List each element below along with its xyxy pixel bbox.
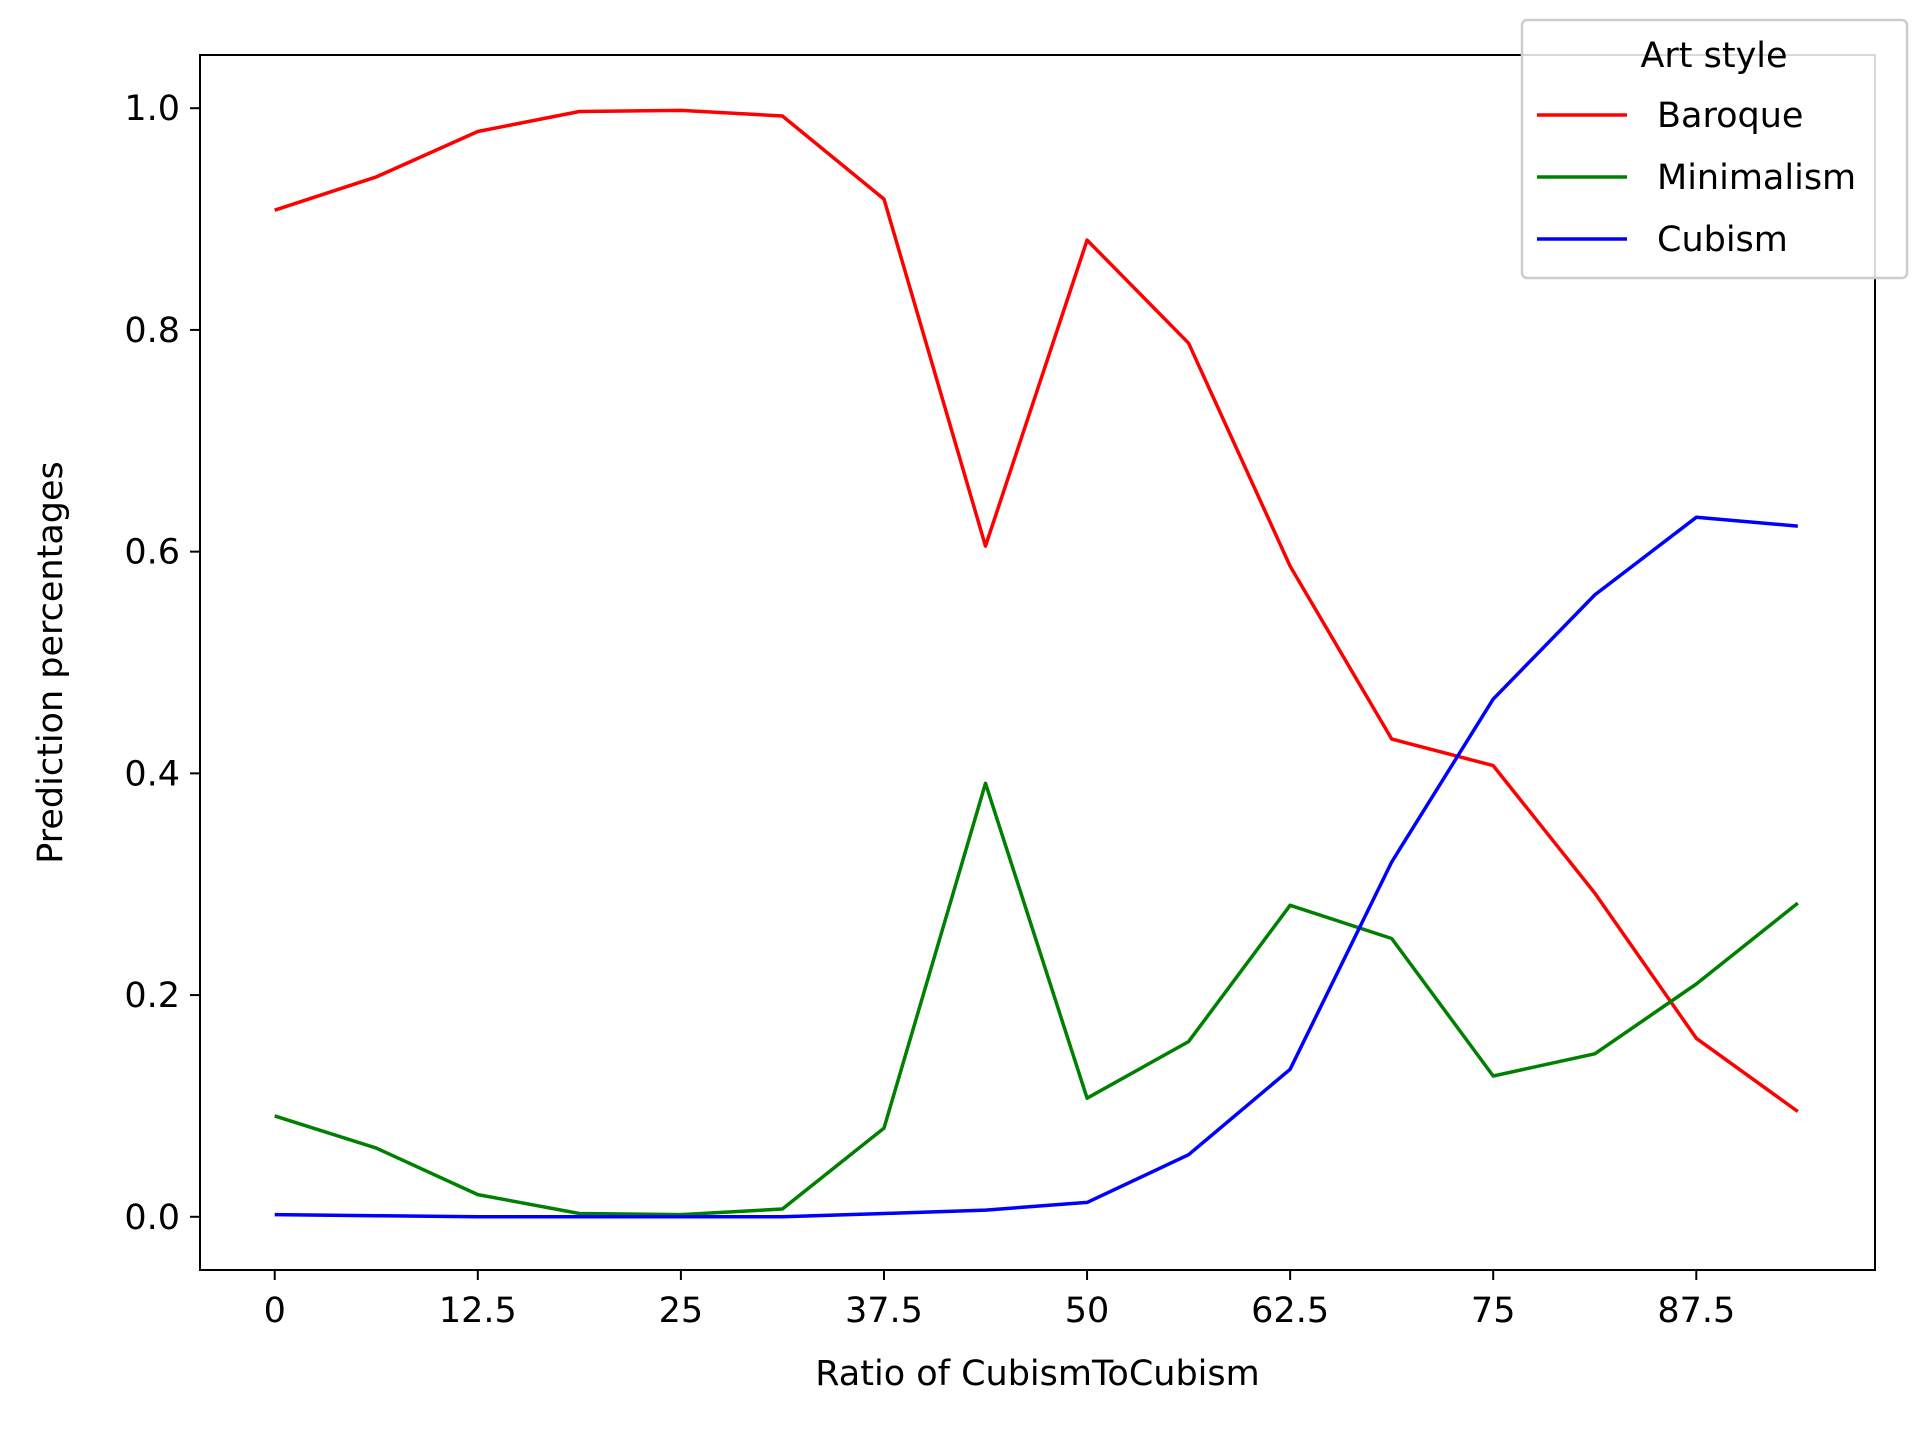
series-line-baroque <box>274 108 1799 1113</box>
x-tick-label: 12.5 <box>439 1291 517 1331</box>
legend-label-minimalism: Minimalism <box>1657 158 1856 198</box>
axes-layer: 0 12.5 25 37.5 50 62.5 75 87.5 0.0 0.2 0.4 0.6 0.8 1.… <box>124 54 1876 1331</box>
plot-frame <box>199 54 1876 1271</box>
y-tick-label: 0.0 <box>124 1198 180 1238</box>
y-tick-label: 0.8 <box>124 311 180 351</box>
x-tick-label: 50 <box>1065 1291 1110 1331</box>
x-tick-label: 37.5 <box>845 1291 923 1331</box>
x-axis-title: Ratio of CubismToCubism <box>815 1354 1259 1394</box>
y-tick-label: 0.4 <box>124 754 180 794</box>
series-line-cubism <box>274 515 1798 1219</box>
legend-label-cubism: Cubism <box>1657 220 1788 260</box>
legend-label-baroque: Baroque <box>1657 96 1803 136</box>
x-tick-label: 87.5 <box>1657 1291 1735 1331</box>
legend-entries: Baroque Minimalism Cubism <box>1537 96 1856 260</box>
x-tick-label: 0 <box>264 1291 286 1331</box>
x-tick-label: 25 <box>659 1291 704 1331</box>
series-line-minimalism <box>274 781 1799 1217</box>
y-tick-label: 0.2 <box>124 976 180 1016</box>
series-layer <box>274 108 1799 1219</box>
legend: Art style Baroque Minimalism Cubism <box>1520 18 1909 280</box>
legend-box <box>1520 18 1909 280</box>
y-tick-label: 0.6 <box>124 533 180 573</box>
legend-title: Art style <box>1640 36 1787 76</box>
y-axis-title: Prediction percentages <box>31 461 71 863</box>
x-tick-label: 75 <box>1471 1291 1516 1331</box>
y-tick-label: 1.0 <box>124 89 180 129</box>
x-tick-label: 62.5 <box>1251 1291 1329 1331</box>
